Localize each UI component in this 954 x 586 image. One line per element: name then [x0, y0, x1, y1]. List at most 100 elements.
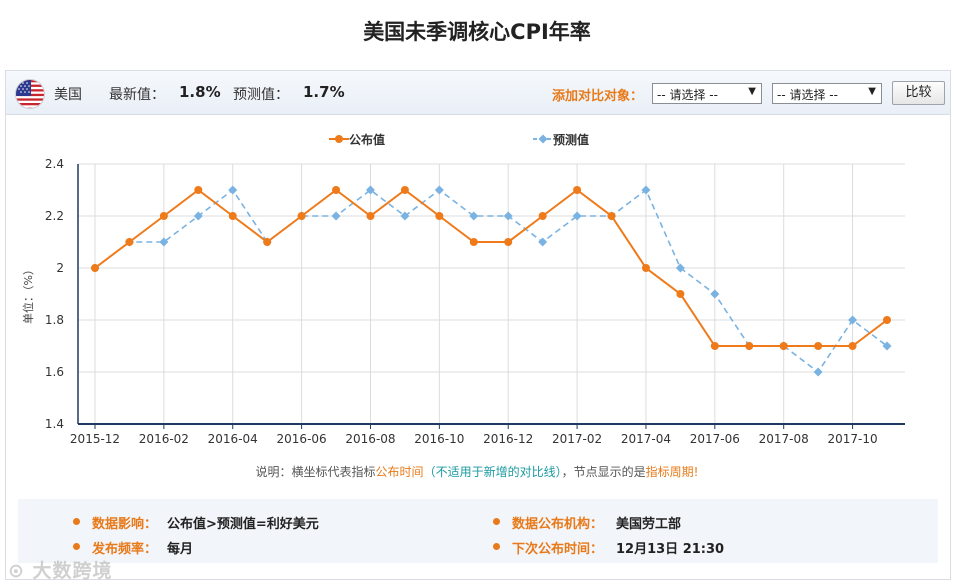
x-tick-label: 2015-12	[70, 432, 120, 446]
data-point-forecast	[710, 289, 720, 299]
data-point-actual	[366, 212, 375, 220]
data-point-actual	[194, 186, 203, 194]
line-chart: 1.41.61.822.22.4 2015-12 2016-02 2016-04 20…	[21, 132, 905, 446]
bullet-dot	[73, 543, 80, 550]
note-suffix: !	[693, 465, 699, 479]
data-point-forecast	[469, 211, 479, 221]
forecast-value: 1.7%	[303, 83, 345, 101]
y-tick-label: 1.6	[45, 365, 64, 379]
legend-label: 公布值	[349, 132, 385, 147]
x-tick-label: 2016-02	[139, 432, 189, 446]
x-tick-label: 2017-10	[827, 432, 877, 446]
data-point-actual	[504, 238, 513, 246]
note-indicator-period: 指标周期	[645, 465, 694, 479]
compare-select-1[interactable]: -- 请选择 -- ▼	[652, 83, 762, 104]
x-tick-label: 2017-08	[759, 432, 809, 446]
data-point-actual	[469, 238, 478, 246]
data-point-actual	[263, 238, 272, 246]
legend-marker	[538, 134, 548, 144]
y-tick-label: 1.4	[45, 417, 64, 431]
data-point-actual	[676, 290, 685, 298]
data-point-forecast	[503, 211, 513, 221]
x-tick-label: 2016-04	[208, 432, 258, 446]
page-title: 美国未季调核心CPI年率	[363, 20, 591, 44]
impact-label: 数据影响：	[92, 517, 158, 532]
watermark-text: 大数跨境	[32, 560, 113, 582]
data-point-actual	[159, 212, 168, 220]
x-tick-label: 2016-12	[483, 432, 533, 446]
data-point-actual	[607, 212, 616, 220]
data-point-actual	[745, 342, 754, 350]
x-tick-label: 2016-08	[345, 432, 395, 446]
agency-value: 美国劳工部	[616, 517, 682, 532]
x-tick-label: 2016-10	[414, 432, 464, 446]
country-name: 美国	[54, 87, 82, 103]
data-point-forecast	[813, 367, 823, 377]
chart-grid	[78, 163, 905, 425]
series-line-forecast	[94, 188, 888, 374]
latest-label: 最新值：	[109, 87, 165, 103]
chart-legend: 公布值 预测值	[329, 132, 589, 147]
data-point-actual	[332, 186, 341, 194]
bullet-dot	[493, 543, 500, 550]
data-point-forecast	[228, 185, 238, 195]
data-point-forecast	[365, 185, 375, 195]
data-point-forecast	[400, 211, 410, 221]
data-point-forecast	[848, 315, 858, 325]
next-release-label: 下次公布时间：	[512, 542, 604, 557]
data-point-forecast	[159, 237, 169, 247]
data-point-forecast	[538, 237, 548, 247]
data-point-actual	[91, 264, 99, 272]
note-prefix: 说明：横坐标代表指标	[255, 465, 376, 479]
impact-value: 公布值>预测值=利好美元	[167, 517, 319, 532]
chart-series	[90, 185, 892, 377]
data-point-actual	[125, 238, 134, 246]
watermark-logo: ⊙ 大数跨境	[8, 560, 113, 582]
legend-label: 预测值	[553, 132, 589, 147]
data-point-actual	[641, 264, 650, 272]
frequency-label: 发布频率：	[92, 542, 158, 557]
data-point-actual	[297, 212, 306, 220]
y-axis-label: 单位：（%）	[21, 264, 35, 324]
compare-button[interactable]: 比较	[892, 81, 945, 105]
compare-select-2-value: -- 请选择 --	[777, 88, 838, 102]
data-point-forecast	[882, 341, 892, 351]
x-axis-ticks: 2015-12 2016-02 2016-04 2016-06 2016-08 2016-…	[70, 432, 878, 446]
forecast-label: 预测值：	[233, 87, 289, 103]
bullet-dot	[493, 518, 500, 525]
y-tick-label: 1.8	[45, 313, 64, 327]
data-point-actual	[228, 212, 237, 220]
x-tick-label: 2017-02	[552, 432, 602, 446]
data-point-forecast	[572, 211, 582, 221]
latest-value: 1.8%	[179, 83, 221, 101]
note-publish-time: 公布时间	[375, 465, 424, 479]
note-not-applicable: 不适用于新增的对比线	[435, 465, 556, 479]
frequency-value: 每月	[167, 542, 194, 557]
y-tick-label: 2.2	[45, 209, 64, 223]
indicator-panel: 美国 最新值： 1.8% 预测值： 1.7% 添加对比对象： -- 请选择 --…	[5, 70, 951, 580]
data-point-actual	[848, 342, 857, 350]
x-tick-label: 2016-06	[277, 432, 327, 446]
data-point-actual	[435, 212, 444, 220]
compare-select-1-value: -- 请选择 --	[657, 88, 718, 102]
x-tick-label: 2017-04	[621, 432, 671, 446]
compare-label: 添加对比对象：	[552, 89, 644, 104]
chart-axes	[77, 164, 905, 429]
data-point-forecast	[434, 185, 444, 195]
data-point-actual	[538, 212, 547, 220]
note-middle: ，节点显示的是	[561, 465, 646, 479]
compare-select-2[interactable]: -- 请选择 -- ▼	[772, 83, 882, 104]
us-flag-icon	[15, 79, 45, 109]
chart-note: 说明：横坐标代表指标公布时间（不适用于新增的对比线），节点显示的是指标周期!	[0, 463, 954, 480]
x-tick-label: 2017-06	[690, 432, 740, 446]
data-point-forecast	[331, 211, 341, 221]
dropdown-arrow-icon: ▼	[748, 86, 756, 97]
data-point-actual	[883, 316, 891, 324]
bullet-dot	[73, 518, 80, 525]
note-paren-close: ）	[555, 465, 562, 479]
data-point-forecast	[675, 263, 685, 273]
series-line-actual	[94, 188, 888, 347]
next-release-value: 12月13日 21:30	[616, 542, 725, 557]
y-tick-label: 2.4	[45, 157, 64, 171]
y-tick-label: 2	[56, 261, 64, 275]
